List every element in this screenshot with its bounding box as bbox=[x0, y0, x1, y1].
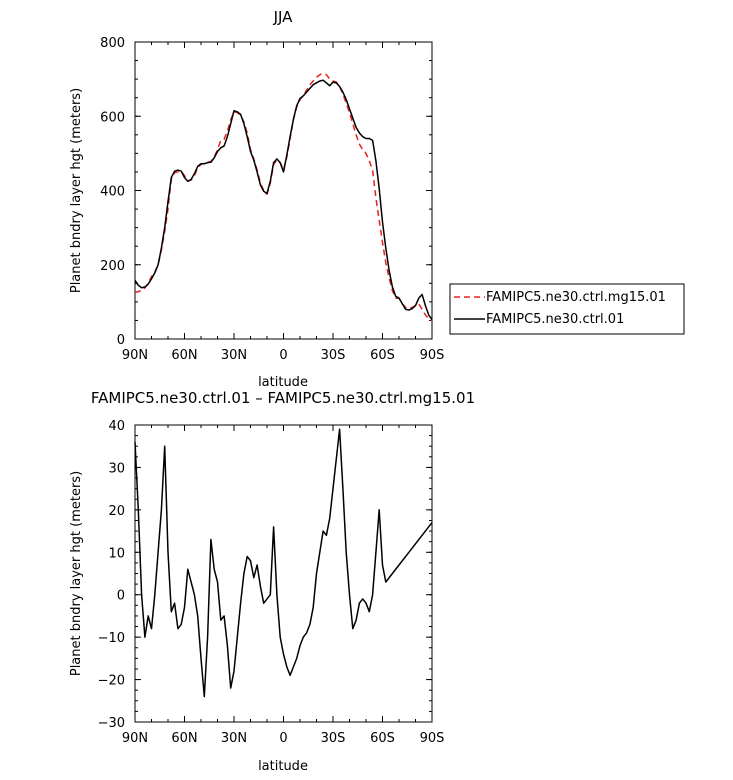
top-x-axis-label: latitude bbox=[258, 375, 308, 390]
legend-box bbox=[449, 283, 685, 335]
series-line-1-0 bbox=[134, 428, 433, 698]
x-tick-label: 90N bbox=[122, 731, 148, 746]
y-tick-label: −20 bbox=[98, 674, 125, 689]
y-tick-label: 400 bbox=[100, 185, 125, 200]
y-tick-label: 40 bbox=[108, 419, 125, 434]
x-tick-label: 30S bbox=[321, 731, 346, 746]
y-tick-label: −10 bbox=[98, 631, 125, 646]
panel-top-chart: JJA 90N 60N 30N 0 30S 60S 90S 0 200 400 600 800 lat… bbox=[69, 8, 444, 390]
y-tick-label: 0 bbox=[117, 589, 125, 604]
x-tick-label: 60N bbox=[171, 348, 197, 363]
y-tick-label: 600 bbox=[100, 110, 125, 125]
top-axis-ticks: 90N 60N 30N 0 30S 60S 90S 0 200 400 600 800 bbox=[100, 36, 444, 363]
x-tick-label: 30N bbox=[221, 348, 247, 363]
top-chart-title: JJA bbox=[273, 8, 294, 26]
y-tick-label: 30 bbox=[108, 461, 125, 476]
x-tick-label: 60S bbox=[370, 731, 395, 746]
x-tick-label: 30S bbox=[321, 348, 346, 363]
x-tick-label: 90N bbox=[122, 348, 148, 363]
bottom-y-axis-label: Planet bndry layer hgt (meters) bbox=[69, 471, 84, 676]
series-line-0-0 bbox=[134, 72, 433, 322]
bottom-series-group bbox=[134, 428, 433, 698]
series-line-0-1 bbox=[134, 79, 433, 321]
x-tick-label: 0 bbox=[279, 731, 287, 746]
bottom-chart-title: FAMIPC5.ne30.ctrl.01 – FAMIPC5.ne30.ctrl… bbox=[91, 389, 475, 407]
x-tick-label: 30N bbox=[221, 731, 247, 746]
y-tick-label: −30 bbox=[98, 716, 125, 731]
y-tick-label: 200 bbox=[100, 259, 125, 274]
y-tick-label: 10 bbox=[108, 546, 125, 561]
x-tick-label: 60S bbox=[370, 348, 395, 363]
y-tick-label: 800 bbox=[100, 36, 125, 51]
legend-label-ctrl: FAMIPC5.ne30.ctrl.01 bbox=[486, 312, 624, 327]
top-y-axis-label: Planet bndry layer hgt (meters) bbox=[69, 88, 84, 293]
legend: FAMIPC5.ne30.ctrl.mg15.01 FAMIPC5.ne30.c… bbox=[449, 283, 685, 335]
y-tick-label: 0 bbox=[117, 333, 125, 348]
x-tick-label: 60N bbox=[171, 731, 197, 746]
legend-label-mg15: FAMIPC5.ne30.ctrl.mg15.01 bbox=[486, 290, 666, 305]
x-tick-label: 0 bbox=[279, 348, 287, 363]
bottom-x-axis-label: latitude bbox=[258, 759, 308, 774]
panel-bottom-chart: FAMIPC5.ne30.ctrl.01 – FAMIPC5.ne30.ctrl… bbox=[69, 389, 475, 774]
x-tick-label: 90S bbox=[420, 731, 445, 746]
top-series-group bbox=[134, 72, 433, 322]
top-plot-frame bbox=[134, 41, 433, 340]
x-tick-label: 90S bbox=[420, 348, 445, 363]
bottom-plot-frame bbox=[134, 424, 433, 723]
y-tick-label: 20 bbox=[108, 504, 125, 519]
bottom-axis-ticks: 90N 60N 30N 0 30S 60S 90S −30 −20 −10 0 10 20 30 40 bbox=[98, 419, 445, 746]
